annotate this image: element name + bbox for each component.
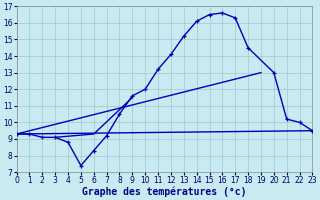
X-axis label: Graphe des températures (°c): Graphe des températures (°c)	[82, 187, 247, 197]
